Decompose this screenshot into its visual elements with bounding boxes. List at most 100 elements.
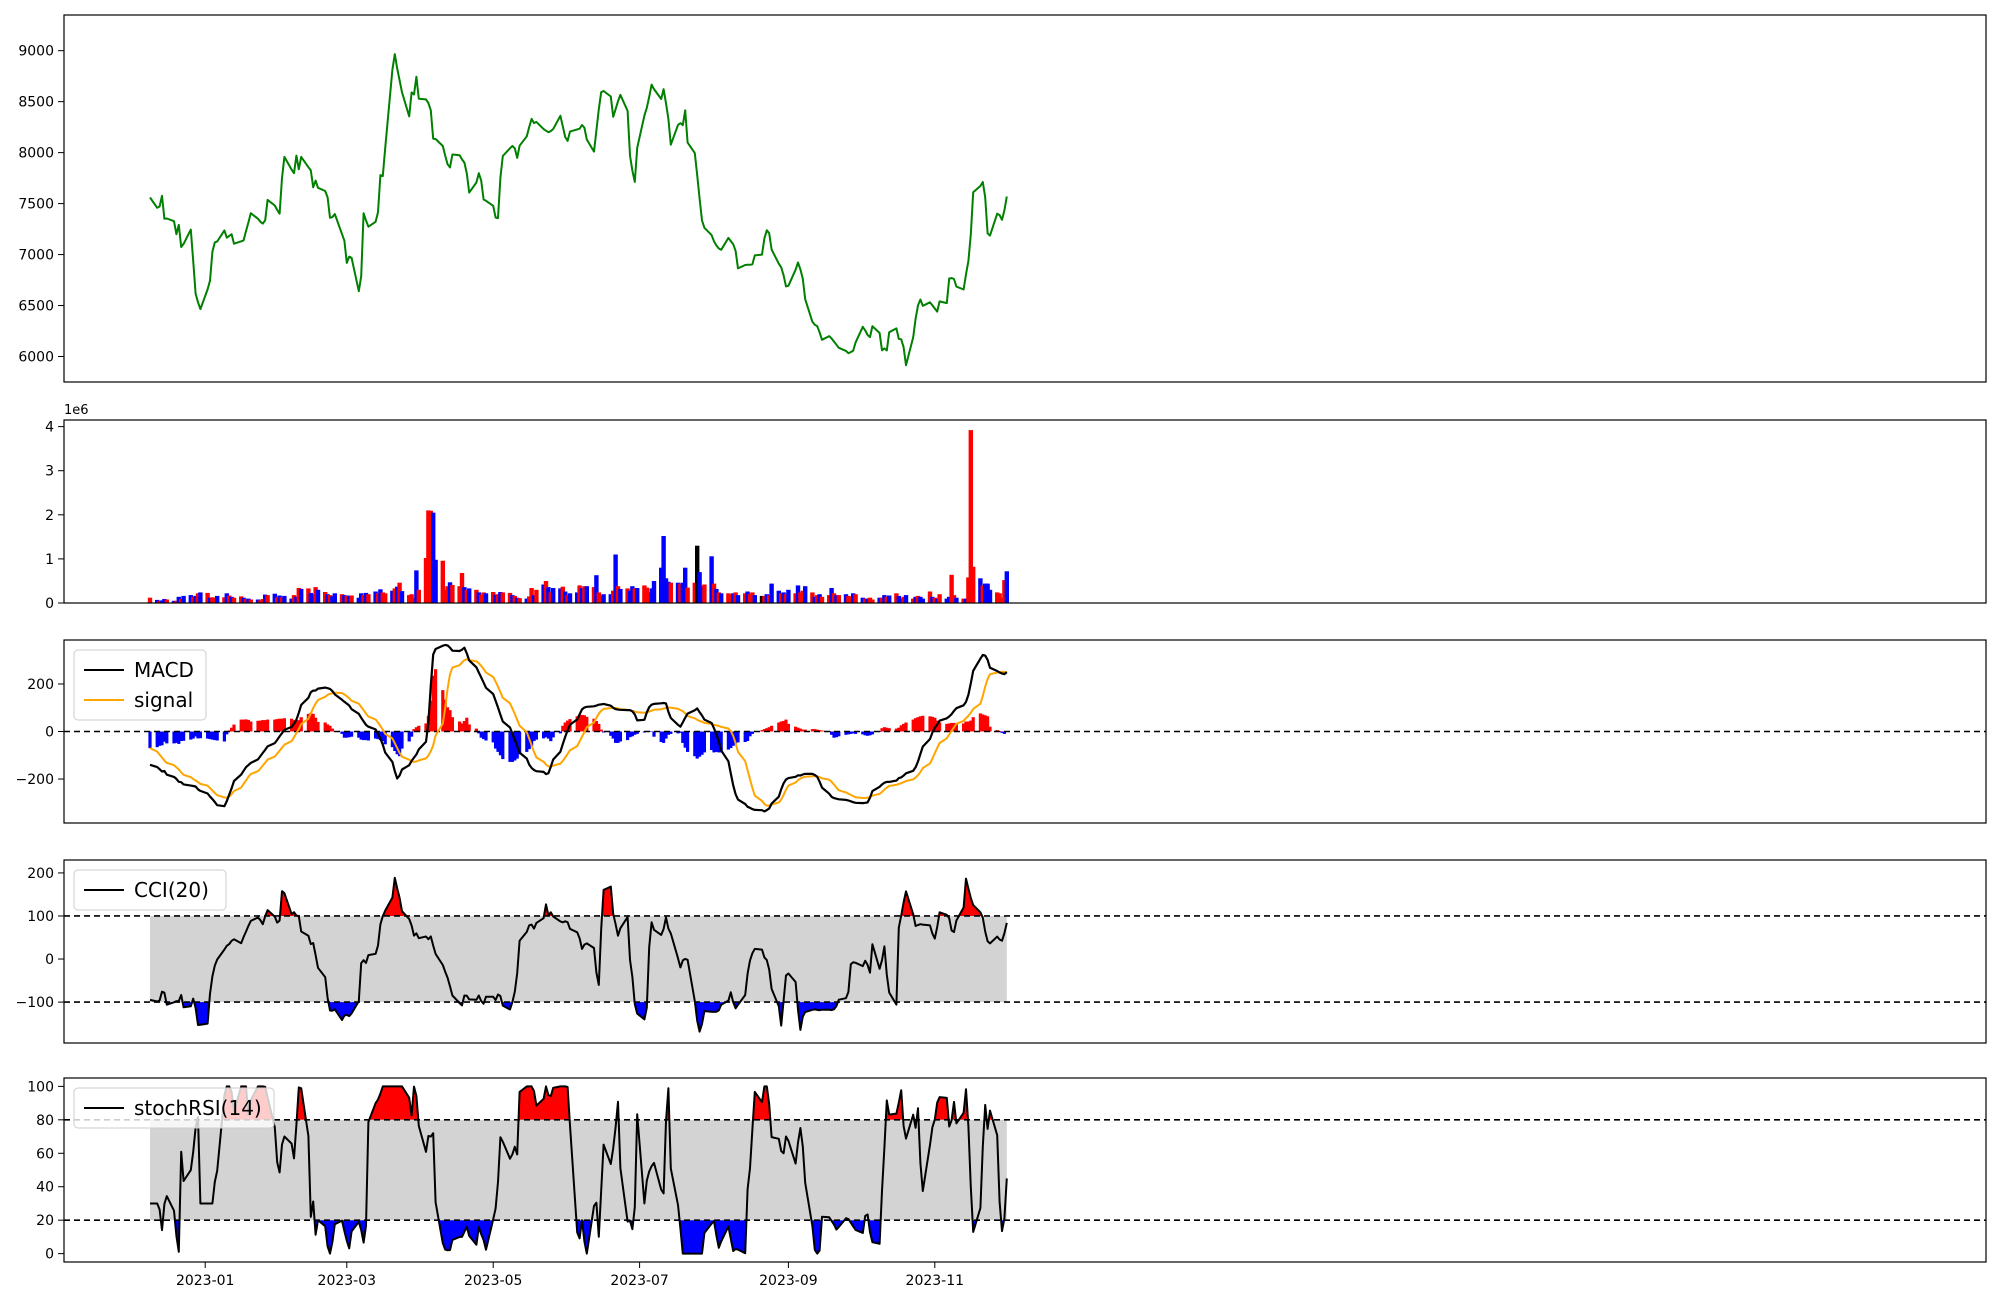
macd-histogram-bar xyxy=(417,725,421,732)
macd-histogram-bar xyxy=(496,731,500,752)
volume-bar xyxy=(745,591,750,603)
volume-bar xyxy=(726,593,731,603)
close-price-line xyxy=(149,53,1008,367)
macd-histogram-bar xyxy=(914,718,918,732)
macd-histogram-bar xyxy=(374,731,378,739)
macd-histogram-bar xyxy=(465,717,469,732)
volume-bar xyxy=(935,598,940,603)
macd-histogram-bar xyxy=(686,731,690,752)
macd-histogram-bar xyxy=(460,723,464,732)
stoch-rsi-line xyxy=(150,1085,1008,1255)
y-tick-label: 7000 xyxy=(18,248,54,264)
macd-histogram-bar xyxy=(532,731,536,741)
volume-bar xyxy=(659,567,664,603)
volume-bar xyxy=(680,582,685,603)
macd-histogram-bar xyxy=(964,721,968,732)
volume-bar xyxy=(793,593,798,603)
x-tick-label: 2023-03 xyxy=(318,1273,377,1289)
macd-histogram-bar xyxy=(719,731,723,753)
macd-histogram-bar xyxy=(239,719,243,732)
macd-histogram-bar xyxy=(650,731,654,732)
volume-bar xyxy=(954,597,959,603)
stoch-overbought-fill xyxy=(369,1086,419,1120)
macd-histogram-bar xyxy=(498,731,502,756)
macd-histogram-bar xyxy=(311,713,315,732)
macd-histogram-bar xyxy=(585,716,589,732)
legend-label: signal xyxy=(134,688,193,712)
macd-histogram-bar xyxy=(695,731,699,759)
macd-histogram-bar xyxy=(594,721,598,732)
volume-bar xyxy=(563,591,568,603)
macd-histogram-bar xyxy=(786,723,790,732)
volume-bar xyxy=(815,595,820,603)
volume-bar xyxy=(411,597,417,603)
macd-histogram-bar xyxy=(407,731,411,742)
volume-panel: 0 1 2 3 4 1e6 xyxy=(45,403,1987,612)
macd-histogram-bar xyxy=(549,731,553,742)
volume-bar xyxy=(860,597,865,603)
y-tick-label: 80 xyxy=(36,1113,54,1129)
volume-bar xyxy=(306,588,311,603)
volume-bar xyxy=(769,583,774,603)
volume-bar xyxy=(243,599,249,603)
stoch-overbought-fill xyxy=(885,1090,904,1120)
macd-histogram-bar xyxy=(981,714,985,732)
macd-histogram-bar xyxy=(794,726,798,732)
macd-histogram-bar xyxy=(158,731,162,746)
volume-bar xyxy=(971,566,976,603)
volume-bar xyxy=(930,596,935,603)
volume-bar xyxy=(431,512,436,603)
macd-histogram-bar xyxy=(950,722,954,732)
volume-bar xyxy=(678,583,683,603)
macd-histogram-bar xyxy=(563,722,567,732)
volume-bar xyxy=(985,583,990,603)
volume-bar xyxy=(443,589,448,603)
volume-bar xyxy=(767,595,772,603)
macd-histogram-bar xyxy=(760,730,764,732)
volume-bar xyxy=(258,600,263,603)
macd-histogram-bar xyxy=(866,731,870,736)
macd-histogram-bar xyxy=(501,731,505,760)
macd-histogram-bar xyxy=(551,731,555,738)
volume-bar xyxy=(459,573,465,603)
volume-bar xyxy=(375,593,381,603)
volume-bar xyxy=(462,587,467,603)
macd-histogram-bar xyxy=(849,731,853,734)
volume-bar xyxy=(817,594,822,603)
macd-histogram-bar xyxy=(635,731,639,734)
volume-bar xyxy=(800,590,805,603)
cci-overbought-fill xyxy=(280,891,299,916)
macd-histogram-bar xyxy=(626,731,630,741)
macd-histogram-bar xyxy=(837,731,841,737)
macd-histogram-bar xyxy=(693,731,697,757)
volume-bar xyxy=(918,596,923,603)
volume-bar xyxy=(870,599,875,603)
macd-histogram-bar xyxy=(767,727,771,732)
macd-histogram-bar xyxy=(885,727,889,732)
volume-bar xyxy=(968,430,973,603)
macd-histogram-bar xyxy=(309,713,313,732)
volume-bar xyxy=(920,598,925,603)
volume-bar xyxy=(980,585,985,603)
volume-bar xyxy=(963,598,969,603)
macd-histogram-bar xyxy=(938,722,942,732)
volume-bar xyxy=(176,596,181,603)
y-tick-label: 1 xyxy=(45,552,54,568)
macd-histogram-bar xyxy=(702,731,706,753)
macd-histogram-bar xyxy=(359,731,363,740)
macd-histogram-bar xyxy=(669,731,673,734)
macd-histogram-bar xyxy=(340,731,344,734)
macd-histogram-bar xyxy=(172,731,176,744)
volume-bar xyxy=(846,595,851,603)
macd-histogram-bar xyxy=(803,729,807,732)
volume-bar xyxy=(915,595,921,603)
macd-histogram-bar xyxy=(734,731,738,744)
macd-histogram-bar xyxy=(784,719,788,732)
macd-histogram-bar xyxy=(232,724,236,732)
volume-bar xyxy=(848,596,853,603)
x-tick-label: 2023-01 xyxy=(176,1273,235,1289)
volume-bar xyxy=(887,595,892,603)
volume-bar xyxy=(171,600,177,603)
macd-histogram-bar xyxy=(726,731,730,750)
macd-histogram-bar xyxy=(762,729,766,732)
